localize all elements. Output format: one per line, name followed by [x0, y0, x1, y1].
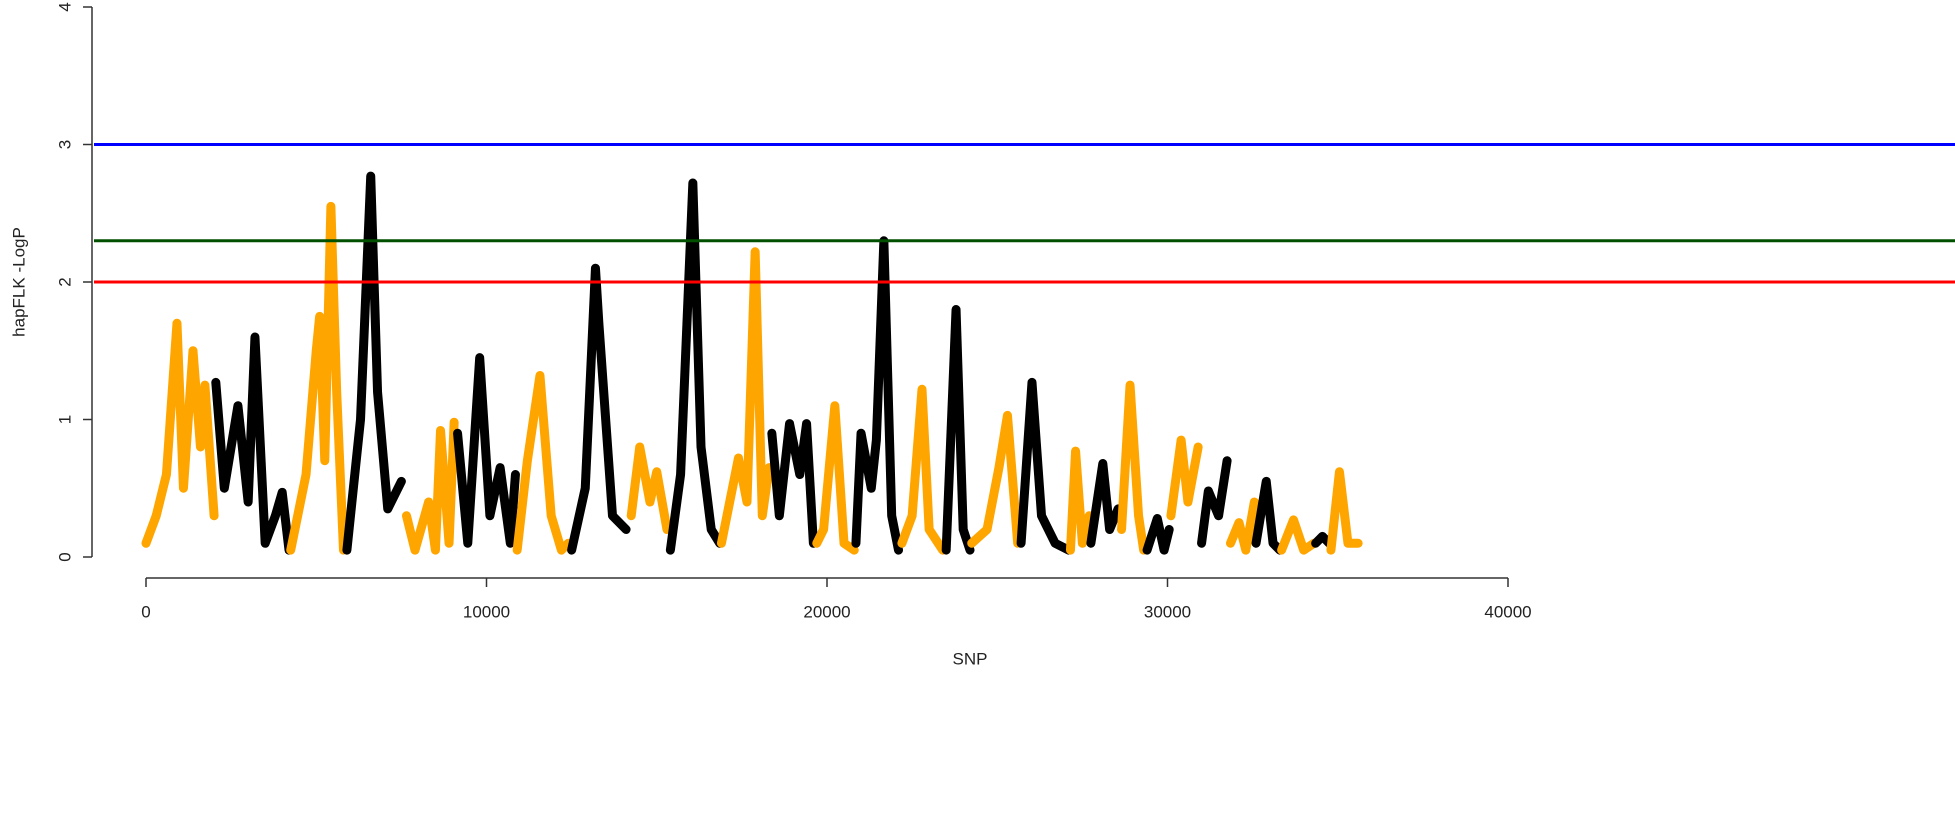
series-line — [1251, 476, 1285, 555]
series-line — [1311, 531, 1334, 548]
series-line — [851, 236, 904, 555]
y-tick-label: 0 — [55, 552, 74, 561]
series-line — [453, 353, 520, 548]
y-axis-title: hapFLK -LogP — [9, 227, 28, 337]
y-tick-label: 1 — [55, 415, 74, 424]
series-line — [1142, 514, 1174, 555]
series-line — [626, 442, 672, 534]
series-line — [767, 419, 818, 548]
series-line — [342, 171, 406, 555]
series-line — [567, 263, 631, 555]
series-line — [812, 401, 859, 555]
y-tick-label: 4 — [55, 2, 74, 11]
series-line — [1065, 446, 1094, 555]
series-line — [967, 410, 1023, 548]
x-tick-label: 20000 — [803, 602, 850, 621]
series-line — [1225, 497, 1259, 555]
x-tick-label: 40000 — [1484, 602, 1531, 621]
series-line — [1117, 380, 1149, 555]
series-line — [941, 305, 975, 555]
series-line — [401, 417, 459, 555]
y-tick-label: 2 — [55, 277, 74, 286]
series-line — [665, 178, 725, 555]
x-tick-label: 0 — [141, 602, 150, 621]
series-line — [211, 332, 294, 555]
series-line — [286, 201, 348, 555]
series-line — [1016, 377, 1074, 555]
series-line — [1166, 435, 1203, 521]
series-line — [716, 247, 774, 548]
x-tick-label: 10000 — [463, 602, 510, 621]
series-line — [1277, 515, 1319, 555]
series-line — [897, 384, 948, 555]
series-line — [512, 371, 573, 555]
y-tick-label: 3 — [55, 140, 74, 149]
x-tick-label: 30000 — [1144, 602, 1191, 621]
series-line — [1197, 456, 1232, 548]
x-axis-title: SNP — [953, 649, 988, 668]
series-line — [1086, 459, 1123, 548]
series-line — [141, 318, 219, 548]
series-line — [1326, 467, 1363, 555]
